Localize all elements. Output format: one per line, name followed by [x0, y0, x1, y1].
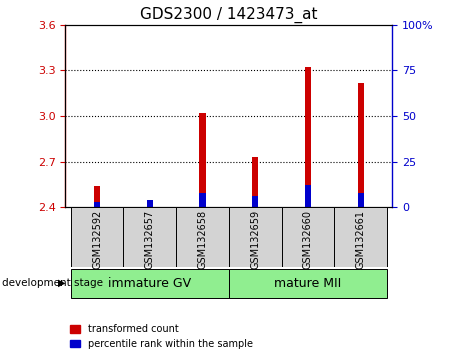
Text: immature GV: immature GV: [108, 277, 191, 290]
Bar: [94, 186, 100, 207]
Legend: transformed count, percentile rank within the sample: transformed count, percentile rank withi…: [70, 324, 253, 349]
Bar: [358, 82, 364, 207]
Bar: [229, 207, 281, 267]
Bar: [358, 193, 364, 207]
Bar: [71, 207, 124, 267]
Bar: [305, 67, 311, 207]
Title: GDS2300 / 1423473_at: GDS2300 / 1423473_at: [140, 7, 318, 23]
Text: mature MII: mature MII: [274, 277, 341, 290]
Text: development stage: development stage: [2, 278, 103, 288]
Bar: [147, 200, 153, 207]
Bar: [281, 207, 334, 267]
Bar: [94, 202, 100, 207]
Bar: [199, 113, 206, 207]
Bar: [252, 157, 258, 207]
Bar: [229, 269, 387, 297]
Bar: [124, 207, 176, 267]
Text: ▶: ▶: [58, 278, 65, 288]
Bar: [71, 269, 229, 297]
Text: GSM132657: GSM132657: [145, 210, 155, 269]
Bar: [334, 207, 387, 267]
Text: GSM132659: GSM132659: [250, 210, 260, 269]
Bar: [199, 193, 206, 207]
Bar: [176, 207, 229, 267]
Bar: [305, 185, 311, 207]
Text: GSM132661: GSM132661: [356, 210, 366, 269]
Text: GSM132660: GSM132660: [303, 210, 313, 269]
Bar: [252, 196, 258, 207]
Text: GSM132658: GSM132658: [198, 210, 207, 269]
Text: GSM132592: GSM132592: [92, 210, 102, 269]
